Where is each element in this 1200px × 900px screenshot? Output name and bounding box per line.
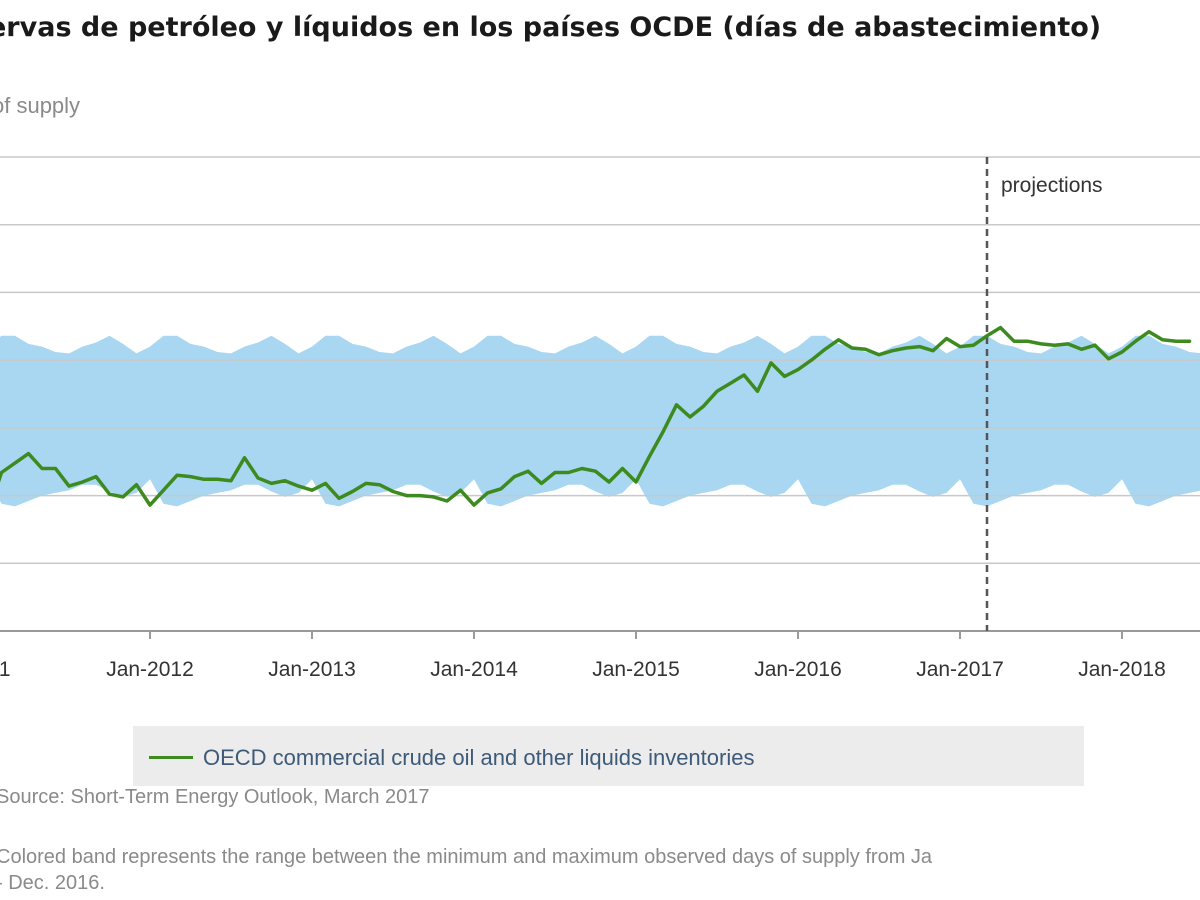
x-tick-label: Jan-2013	[268, 658, 356, 681]
chart-title: ervas de petróleo y líquidos en los país…	[0, 12, 1102, 43]
x-tick-label: Jan-2015	[592, 658, 680, 681]
source-note: Source: Short-Term Energy Outlook, March…	[0, 786, 430, 808]
x-tick-labels: 2011 Jan-2012 Jan-2013 Jan-2014 Jan-2015 Jan-…	[0, 658, 1166, 681]
x-tick-label: Jan-2017	[916, 658, 1004, 681]
legend-line-swatch	[149, 756, 193, 759]
x-tick-label: Jan-2016	[754, 658, 842, 681]
projections-label: projections	[1001, 174, 1103, 197]
inventory-line	[0, 325, 1192, 507]
min-max-band	[0, 335, 1200, 507]
x-tick-label: Jan-2018	[1078, 658, 1166, 681]
band-explanation-note: Colored band represents the range betwee…	[0, 844, 932, 896]
y-axis-unit-label: of supply	[0, 93, 81, 118]
oecd-inventories-chart: projections 2011 Jan-2012 Jan-2013 Jan-2014…	[0, 156, 1200, 681]
x-tick-label: Jan-2014	[430, 658, 518, 681]
legend: OECD commercial crude oil and other liqu…	[133, 726, 1084, 786]
x-tick-label: Jan-2012	[106, 658, 194, 681]
inventory-line-layer	[0, 325, 1192, 507]
legend-label: OECD commercial crude oil and other liqu…	[203, 745, 755, 770]
gridlines	[0, 156, 1200, 565]
x-axis	[0, 630, 1200, 639]
note-line-1: Colored band represents the range betwee…	[0, 846, 933, 868]
x-tick-label: 2011	[0, 658, 11, 681]
min-max-band-layer	[0, 335, 1200, 507]
projection-divider-layer: projections	[985, 157, 1103, 631]
note-line-2: - Dec. 2016.	[0, 872, 105, 894]
